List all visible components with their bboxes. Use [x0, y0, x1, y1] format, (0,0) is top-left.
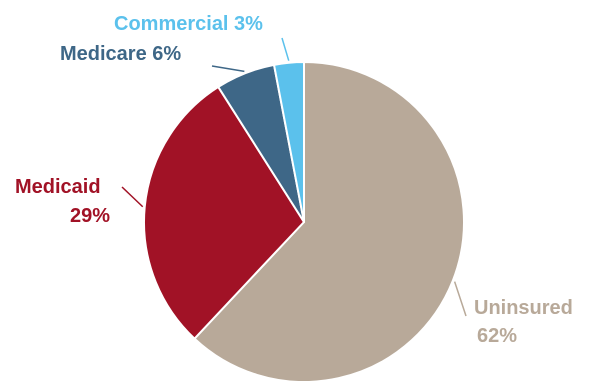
- leader-line-uninsured: [453, 281, 467, 317]
- label-medicare: Medicare 6%: [60, 43, 181, 65]
- slice-labels: Uninsured 62% Medicaid 29% Medicare 6% C…: [15, 13, 573, 347]
- label-medicaid-value: 29%: [70, 205, 110, 227]
- label-uninsured-name: Uninsured: [474, 297, 573, 319]
- leader-line-medicaid: [121, 186, 144, 208]
- label-uninsured-value: 62%: [477, 325, 517, 347]
- slice-commercial: [273, 61, 305, 223]
- slice-medicaid: [143, 85, 305, 340]
- label-commercial: Commercial 3%: [114, 13, 263, 35]
- slice-uninsured: [193, 61, 465, 381]
- leader-line-commercial: [281, 37, 290, 61]
- pie-slices: [143, 61, 465, 381]
- leader-lines: [121, 37, 467, 317]
- leader-line-medicare: [211, 65, 245, 73]
- label-medicaid-name: Medicaid: [15, 176, 101, 198]
